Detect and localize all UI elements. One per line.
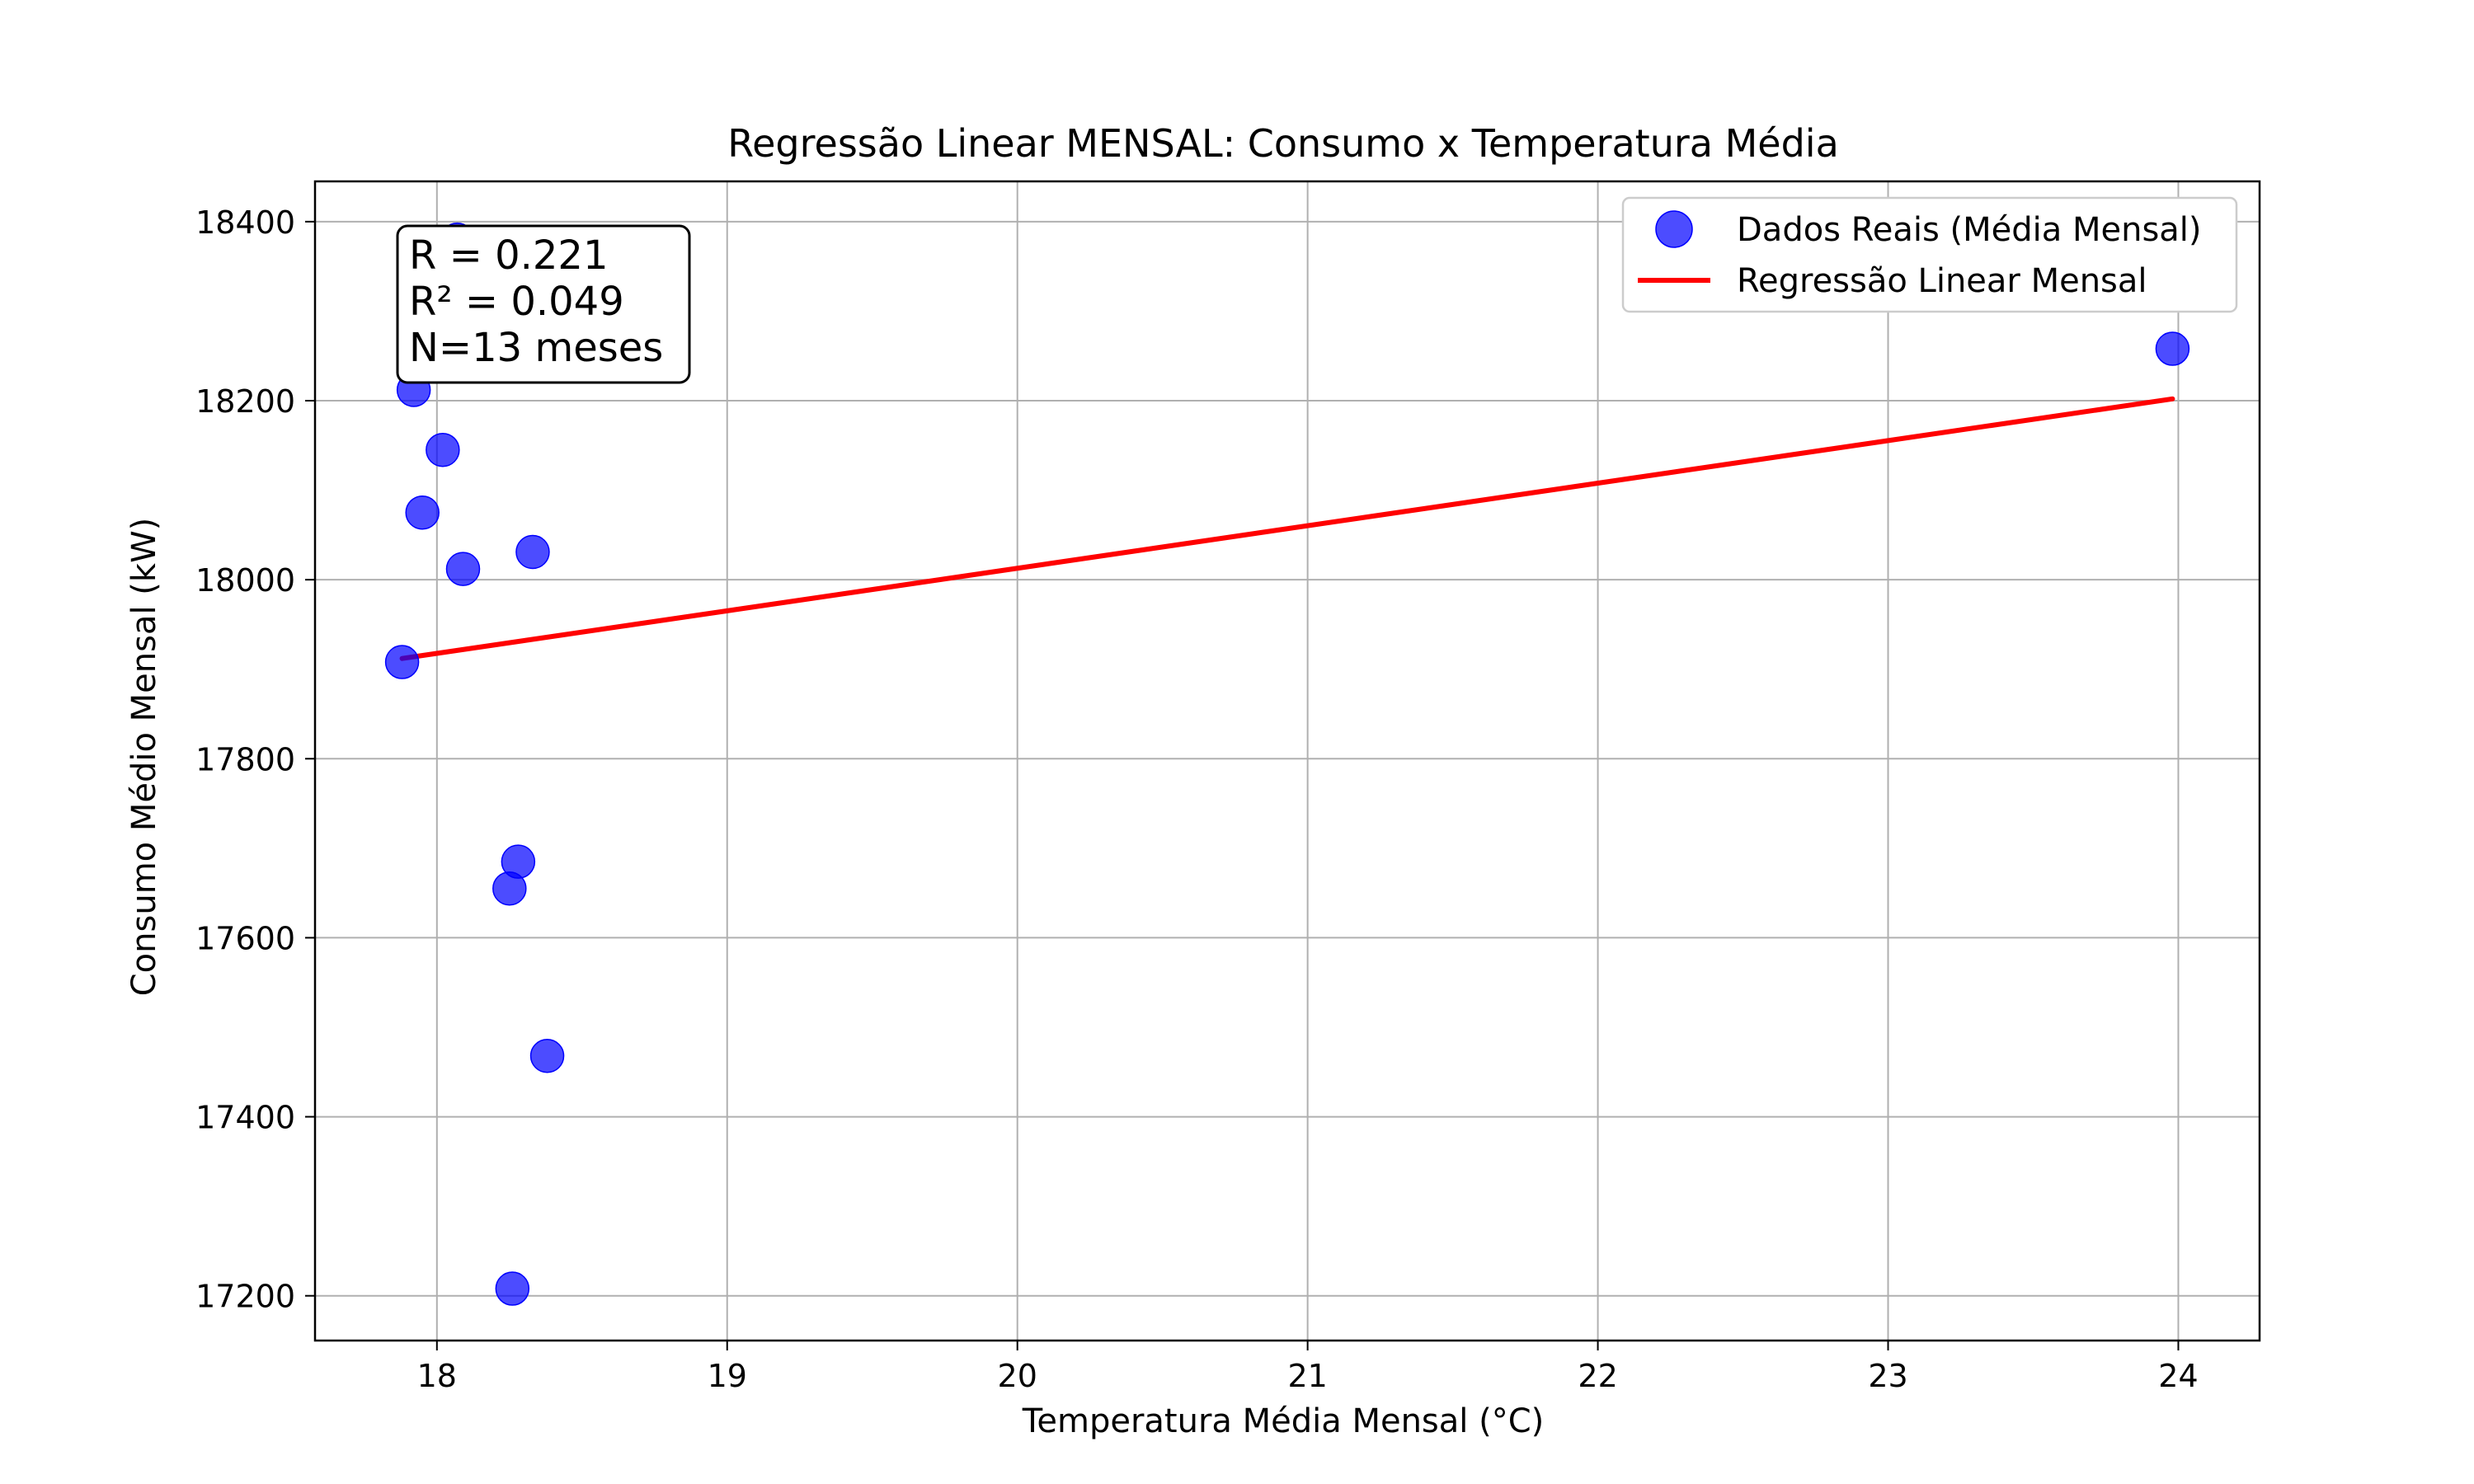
y-tick-label: 17800 [195,741,295,777]
x-tick-label: 19 [708,1358,747,1394]
legend-frame [1621,196,2238,313]
plot-frame [313,180,2261,1342]
axis-ticks: 18 19 20 21 22 23 24 17200 17400 17600 17800 18000 1… [195,204,2199,1394]
legend-label-line: Regressão Linear Mensal [1737,262,2147,300]
stats-r-value: R = 0.221 [409,232,609,279]
x-tick-label: 18 [417,1358,457,1394]
data-point [501,844,536,879]
data-point [2155,331,2190,366]
data-point [515,534,550,570]
y-tick-label: 17200 [195,1279,295,1315]
legend: Dados Reais (Média Mensal) Regressão Lin… [1621,196,2238,313]
x-tick-label: 21 [1287,1358,1327,1394]
stats-annotation-box: R = 0.221 R² = 0.049 N=13 meses [396,224,691,384]
x-tick-label: 22 [1578,1358,1617,1394]
stats-r-squared: R² = 0.049 [409,279,624,325]
chart-title: Regressão Linear MENSAL: Consumo x Tempe… [727,121,1839,166]
y-tick-label: 18000 [195,562,295,599]
x-axis-label: Temperatura Média Mensal (°C) [1022,1402,1545,1440]
x-tick-label: 24 [2158,1358,2198,1394]
y-tick-label: 18400 [195,204,295,241]
data-point [529,1038,565,1073]
data-point [495,1271,530,1306]
y-tick-label: 17400 [195,1100,295,1136]
legend-marker-scatter [1655,210,1693,248]
data-point [384,645,420,679]
data-point [445,552,481,586]
x-tick-label: 23 [1868,1358,1907,1394]
y-axis-label: Consumo Médio Mensal (kW) [125,518,163,997]
regression-line-layer [399,396,2175,661]
y-tick-label: 18200 [195,383,295,420]
stats-box-frame [396,224,691,384]
x-tick-label: 20 [998,1358,1037,1394]
grid-lines [315,181,2260,1341]
legend-label-scatter: Dados Reais (Média Mensal) [1737,211,2202,249]
regression-line [399,396,2175,661]
stats-sample-size: N=13 meses [409,325,663,371]
y-tick-label: 17600 [195,920,295,956]
data-point [426,432,460,467]
data-point [405,495,440,530]
